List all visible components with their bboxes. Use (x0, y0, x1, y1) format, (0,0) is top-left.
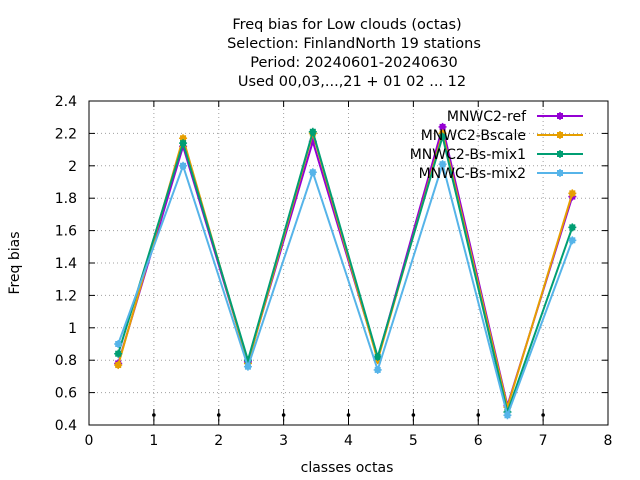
series-line-MNWC-Bs-mix2 (117, 160, 574, 419)
series-layer (114, 122, 577, 420)
data-point (373, 352, 382, 361)
data-point (438, 160, 447, 169)
data-point (568, 236, 577, 245)
y-axis: 0.4 0.6 0.8 1 1.2 1.4 1.6 1.8 2 2.2 2.4 (55, 94, 608, 434)
data-point (308, 127, 317, 136)
x-tick-label: 3 (279, 433, 288, 449)
legend-label: MNWC2-ref (447, 109, 527, 125)
legend-marker (556, 150, 564, 158)
legend-marker (556, 169, 564, 177)
bottom-marker-point (411, 413, 416, 417)
y-tick-label: 1.2 (55, 288, 77, 304)
x-axis-label: classes octas (301, 460, 394, 476)
y-tick-label: 1.6 (55, 224, 77, 240)
y-tick-label: 0.6 (55, 386, 77, 402)
y-tick-label: 2.4 (55, 94, 77, 110)
legend-marker (556, 112, 564, 120)
data-point (438, 132, 447, 141)
data-point (243, 362, 252, 371)
y-axis-label: Freq bias (7, 231, 23, 294)
x-tick-label: 8 (604, 433, 613, 449)
x-tick-label: 0 (85, 433, 94, 449)
x-axis: 0 1 2 3 4 5 6 7 8 (85, 101, 613, 449)
data-point (179, 161, 188, 170)
y-tick-label: 2.2 (55, 126, 77, 142)
data-point (179, 139, 188, 148)
x-tick-label: 4 (344, 433, 353, 449)
chart-title-line-3: Period: 20240601-20240630 (250, 55, 458, 71)
x-tick-label: 5 (409, 433, 418, 449)
y-tick-label: 2 (68, 159, 77, 175)
y-tick-label: 0.4 (55, 418, 77, 434)
legend-label: MNWC2-Bs-mix1 (410, 147, 526, 163)
legend-marker (556, 131, 564, 139)
legend-label: MNWC2-Bscale (421, 128, 526, 144)
series-line-MNWC2-Bs-mix1 (117, 128, 574, 416)
data-point (114, 349, 123, 358)
x-tick-label: 2 (214, 433, 223, 449)
bottom-marker-point (216, 413, 221, 417)
bottom-marker-point (541, 413, 545, 417)
bottom-markers (152, 409, 545, 421)
legend-label: MNWC-Bs-mix2 (419, 166, 526, 182)
bottom-marker-point (152, 413, 156, 417)
chart-title: Freq bias for Low clouds (octas) Selecti… (227, 17, 481, 90)
data-point (373, 365, 382, 374)
data-point (568, 223, 577, 232)
data-point (308, 168, 317, 177)
chart-title-line-1: Freq bias for Low clouds (octas) (232, 17, 461, 33)
data-point (503, 411, 512, 420)
y-tick-label: 1.4 (55, 256, 77, 272)
bottom-marker-point (281, 413, 286, 417)
chart-title-line-4: Used 00,03,...,21 + 01 02 ... 12 (238, 74, 466, 90)
bottom-marker-point (476, 413, 481, 417)
legend: MNWC2-ref MNWC2-Bscale MNWC2-Bs-mix1 MNWC-B… (410, 109, 583, 182)
y-tick-label: 1 (68, 321, 77, 337)
chart-title-line-2: Selection: FinlandNorth 19 stations (227, 36, 481, 52)
data-point (114, 340, 123, 348)
y-tick-label: 0.8 (55, 353, 77, 369)
x-tick-label: 1 (149, 433, 158, 449)
x-tick-label: 6 (474, 433, 483, 449)
bottom-marker-point (346, 413, 351, 417)
data-point (114, 361, 123, 370)
y-tick-label: 1.8 (55, 191, 77, 207)
x-tick-label: 7 (539, 433, 548, 449)
data-point (568, 189, 577, 198)
